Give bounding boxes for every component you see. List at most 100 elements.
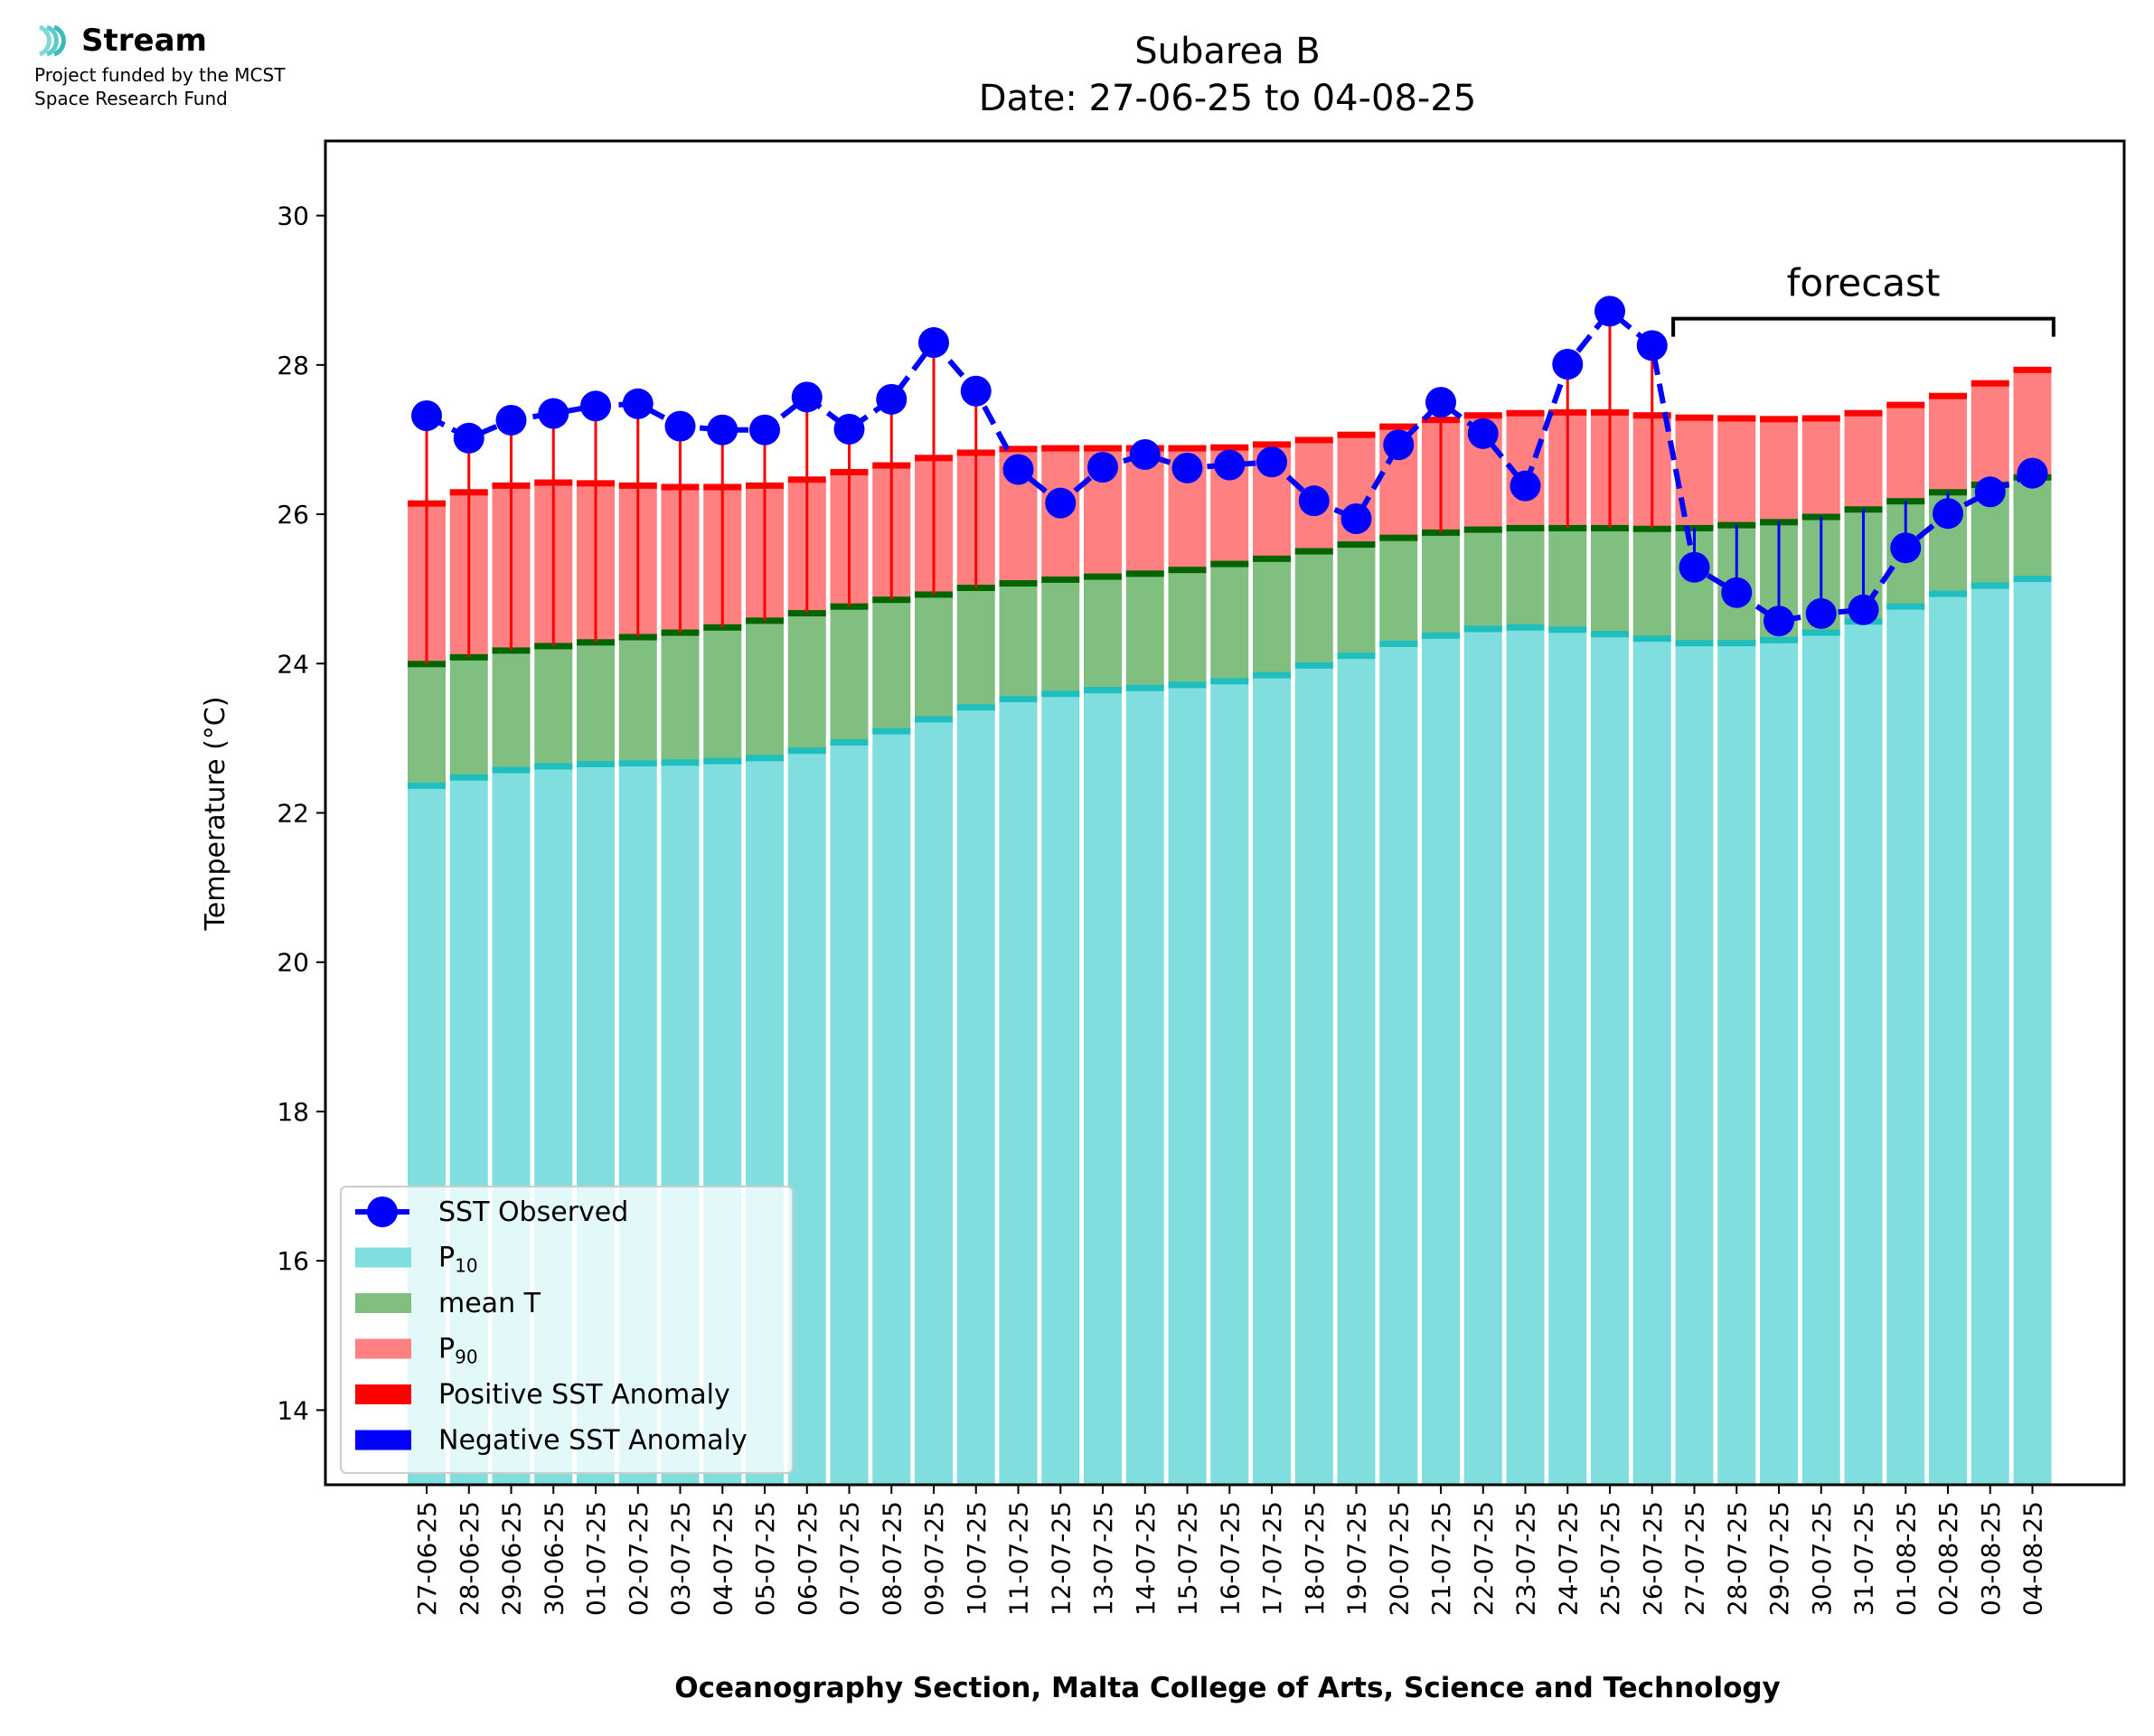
p10-edge (1168, 681, 1207, 689)
p10-edge (1125, 684, 1164, 691)
mean-edge (1506, 524, 1545, 531)
mean-edge (1379, 534, 1418, 541)
x-tick-label: 29-06-25 (497, 1501, 527, 1616)
legend-label-text: P (438, 1334, 455, 1365)
mean-edge (1125, 570, 1164, 577)
mean-edge (1422, 529, 1460, 536)
mean-edge (746, 617, 784, 624)
mean-bar (618, 636, 657, 764)
mean-bar (1463, 529, 1502, 629)
mean-bar (915, 594, 953, 719)
mean-edge (1210, 560, 1249, 568)
logo-title: Stream (81, 23, 207, 59)
sst-observed-point (749, 414, 780, 446)
legend-label: Positive SST Anomaly (438, 1379, 730, 1411)
logo-subtitle-1: Project funded by the MCST (34, 64, 286, 86)
y-tick-label: 24 (277, 649, 309, 679)
y-tick-label: 22 (277, 799, 309, 829)
legend-label-text: mean T (438, 1288, 541, 1319)
sst-observed-point (1933, 498, 1963, 530)
mean-edge (534, 643, 573, 650)
mean-edge (956, 585, 995, 592)
x-tick-label: 28-07-25 (1722, 1501, 1752, 1616)
p90-edge (1844, 409, 1883, 417)
p10-edge (577, 760, 615, 767)
p10-edge (956, 704, 995, 711)
p10-edge (449, 774, 488, 781)
x-tick-label: 05-07-25 (750, 1501, 780, 1616)
stream-waves-icon (38, 24, 66, 57)
mean-bar (1506, 527, 1545, 627)
sst-observed-point (622, 388, 654, 419)
mean-bar (492, 650, 531, 770)
x-tick-label: 15-07-25 (1173, 1501, 1203, 1616)
mean-edge (872, 596, 911, 604)
p10-bar (2013, 578, 2052, 1485)
mean-edge (492, 647, 531, 654)
p10-bar (1886, 605, 1925, 1485)
legend-label: Negative SST Anomaly (438, 1425, 748, 1457)
legend-swatch-mean (355, 1293, 411, 1313)
mean-bar (449, 656, 488, 777)
p10-bar (1760, 639, 1798, 1485)
p10-edge (618, 760, 657, 767)
legend-label: P10 (438, 1243, 478, 1277)
sst-observed-point (411, 400, 442, 432)
mean-bar (830, 605, 869, 743)
x-tick-label: 06-07-25 (793, 1501, 823, 1616)
sst-observed-point (1552, 349, 1584, 380)
p10-bar (1210, 680, 1249, 1485)
mean-bar (1632, 528, 1671, 639)
p10-bar (872, 730, 911, 1485)
mean-bar (1422, 531, 1460, 635)
p10-edge (872, 727, 911, 735)
p90-edge (1886, 401, 1925, 408)
x-tick-label: 27-07-25 (1680, 1501, 1710, 1616)
p90-edge (1717, 415, 1756, 422)
sst-observed-point (1425, 387, 1456, 418)
chart-title-line1: Subarea B (1134, 31, 1321, 72)
mean-bar (1337, 544, 1376, 656)
p10-bar (1591, 633, 1629, 1485)
x-tick-label: 23-07-25 (1511, 1501, 1541, 1616)
p10-bar (830, 742, 869, 1485)
legend-swatch-positive_anomaly (355, 1384, 411, 1404)
mean-edge (1548, 524, 1587, 531)
mean-bar (872, 599, 911, 731)
sst-observed-line (425, 307, 2034, 624)
mean-bar (1084, 576, 1122, 690)
sst-observed-point (918, 327, 949, 359)
sst-observed-point (2017, 457, 2048, 489)
y-axis-label: Temperature (°C) (200, 697, 231, 932)
legend-label-subscript: 10 (455, 1255, 477, 1277)
p10-bar (1463, 628, 1502, 1485)
p10-edge (787, 747, 826, 755)
legend-box (340, 1186, 794, 1474)
x-tick-label: 26-07-25 (1638, 1501, 1668, 1616)
p10-bar (1548, 629, 1587, 1485)
x-tick-label: 19-07-25 (1342, 1501, 1372, 1616)
legend-label-text: SST Observed (438, 1196, 628, 1228)
sst-observed-point (876, 383, 908, 415)
sst-observed-point (1214, 449, 1246, 481)
logo-subtitle-2: Space Research Fund (34, 88, 228, 109)
mean-bar (661, 632, 700, 763)
y-tick-label: 16 (277, 1246, 309, 1276)
mean-bar (408, 663, 446, 785)
mean-bar (746, 620, 784, 758)
mean-edge (618, 633, 657, 641)
sst-observed-point (1340, 503, 1372, 535)
sst-observed-point (1890, 532, 1922, 564)
p10-bar (1506, 626, 1545, 1485)
p10-bar (1422, 634, 1460, 1485)
mean-edge (661, 629, 700, 636)
p90-edge (1675, 414, 1714, 421)
sst-observed-point (1764, 605, 1794, 637)
mean-bar (1168, 569, 1207, 685)
x-tick-label: 20-07-25 (1384, 1501, 1414, 1616)
x-tick-label: 21-07-25 (1426, 1501, 1456, 1616)
sst-observed-point (707, 414, 738, 446)
p10-edge (2013, 576, 2052, 583)
x-tick-label: 04-07-25 (708, 1501, 738, 1616)
